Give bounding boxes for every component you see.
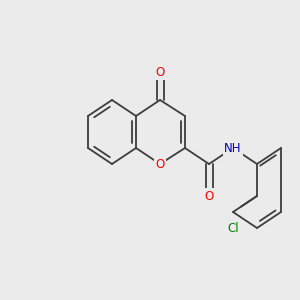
Text: Cl: Cl	[227, 221, 239, 235]
Text: O: O	[155, 158, 165, 170]
Text: O: O	[155, 65, 165, 79]
Text: O: O	[204, 190, 214, 202]
Text: NH: NH	[224, 142, 242, 154]
